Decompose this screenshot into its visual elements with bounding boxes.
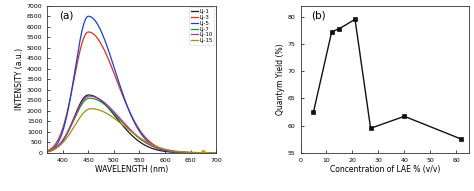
LJ-15	[53, 147, 59, 149]
LJ-15	[127, 129, 132, 132]
LJ-3	[85, 31, 91, 33]
LJ-7	[209, 152, 214, 154]
LJ-5	[209, 152, 214, 154]
LJ-5	[213, 152, 219, 154]
LJ-7	[209, 152, 214, 154]
Line: LJ-1: LJ-1	[47, 95, 216, 153]
LJ-3	[53, 142, 59, 144]
LJ-3	[45, 150, 50, 152]
LJ-1	[213, 152, 219, 154]
LJ-5	[209, 152, 214, 154]
LJ-15	[209, 152, 214, 154]
Text: (b): (b)	[310, 10, 325, 20]
LJ-7	[45, 150, 50, 153]
LJ-10	[177, 151, 183, 153]
LJ-5	[85, 15, 91, 17]
LJ-1	[53, 147, 59, 149]
X-axis label: Concentration of LAE % (v/v): Concentration of LAE % (v/v)	[330, 165, 440, 174]
LJ-15	[209, 152, 214, 154]
LJ-10	[122, 123, 128, 125]
LJ-5	[122, 99, 128, 101]
LJ-1	[209, 152, 214, 154]
LJ-15	[88, 108, 94, 110]
LJ-10	[87, 95, 92, 97]
LJ-5	[127, 111, 132, 113]
LJ-3	[127, 110, 132, 113]
LJ-15	[177, 151, 183, 153]
LJ-7	[213, 152, 219, 154]
LJ-7	[127, 129, 132, 131]
LJ-10	[209, 152, 214, 154]
LJ-1	[127, 132, 132, 134]
LJ-1	[85, 94, 91, 96]
LJ-10	[45, 150, 50, 153]
LJ-1	[209, 152, 214, 154]
LJ-5	[45, 151, 50, 153]
Legend: LJ-1, LJ-3, LJ-5, LJ-7, LJ-10, LJ-15: LJ-1, LJ-3, LJ-5, LJ-7, LJ-10, LJ-15	[190, 7, 214, 45]
Y-axis label: INTENSITY (a.u.): INTENSITY (a.u.)	[15, 48, 24, 110]
LJ-3	[213, 152, 219, 154]
LJ-10	[53, 146, 59, 149]
LJ-5	[177, 151, 183, 154]
LJ-7	[122, 124, 128, 126]
LJ-10	[209, 152, 214, 154]
LJ-3	[209, 152, 214, 154]
LJ-10	[213, 152, 219, 154]
LJ-3	[177, 151, 183, 153]
LJ-3	[122, 100, 128, 103]
LJ-7	[177, 151, 183, 153]
LJ-1	[122, 127, 128, 129]
LJ-7	[87, 97, 92, 99]
Line: LJ-10: LJ-10	[47, 96, 216, 153]
Y-axis label: Quantym Yield (%): Quantym Yield (%)	[276, 44, 285, 115]
Text: (a): (a)	[59, 10, 73, 20]
LJ-7	[53, 146, 59, 149]
X-axis label: WAVELENGTH (nm): WAVELENGTH (nm)	[95, 165, 168, 174]
Line: LJ-3: LJ-3	[47, 32, 216, 153]
LJ-15	[122, 126, 128, 128]
Line: LJ-15: LJ-15	[47, 109, 216, 153]
LJ-3	[209, 152, 214, 154]
LJ-5	[53, 145, 59, 147]
LJ-15	[213, 152, 219, 154]
LJ-1	[45, 151, 50, 153]
Line: LJ-5: LJ-5	[47, 16, 216, 153]
LJ-15	[45, 150, 50, 153]
LJ-1	[177, 151, 183, 154]
Line: LJ-7: LJ-7	[47, 98, 216, 153]
LJ-10	[127, 128, 132, 130]
